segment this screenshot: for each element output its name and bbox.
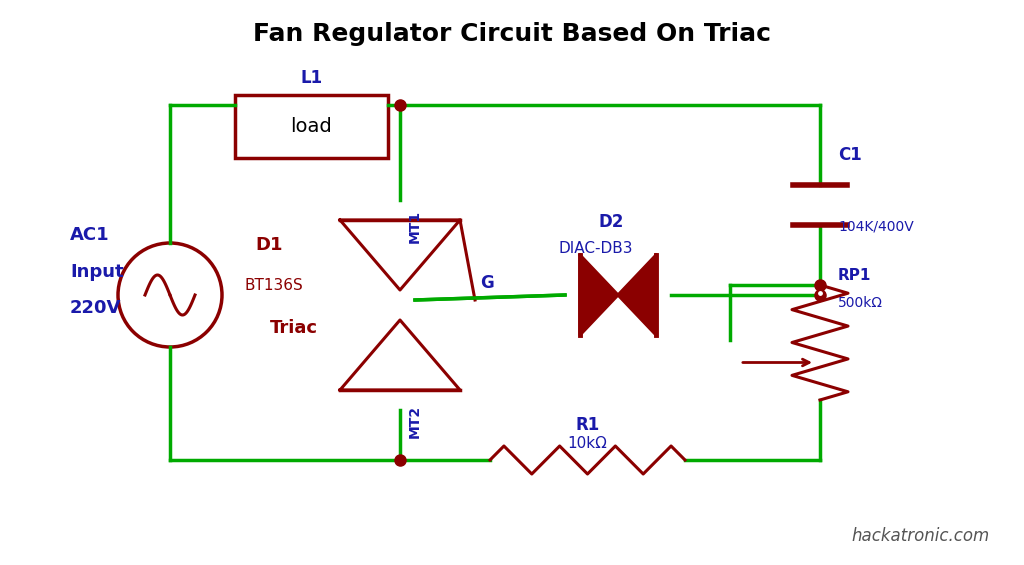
Polygon shape	[580, 255, 618, 335]
Text: BT136S: BT136S	[245, 278, 304, 293]
Text: R1: R1	[575, 416, 600, 434]
Text: D1: D1	[255, 236, 283, 254]
Text: MT2: MT2	[408, 405, 422, 438]
Text: MT1: MT1	[408, 210, 422, 243]
Text: Triac: Triac	[270, 319, 318, 337]
Text: AC1: AC1	[70, 226, 110, 244]
Text: hackatronic.com: hackatronic.com	[852, 527, 990, 545]
Polygon shape	[618, 255, 656, 335]
Text: 500kΩ: 500kΩ	[838, 296, 883, 310]
Text: Input: Input	[70, 263, 124, 281]
Text: D2: D2	[598, 213, 624, 231]
Text: C1: C1	[838, 146, 862, 164]
Text: 104K/400V: 104K/400V	[838, 219, 913, 233]
Text: DIAC-DB3: DIAC-DB3	[558, 241, 633, 256]
Text: Fan Regulator Circuit Based On Triac: Fan Regulator Circuit Based On Triac	[253, 22, 771, 46]
Text: 10kΩ: 10kΩ	[567, 436, 607, 451]
Text: 220V: 220V	[70, 299, 122, 317]
Text: load: load	[291, 117, 333, 136]
Text: G: G	[480, 274, 494, 292]
Text: L1: L1	[300, 69, 323, 87]
FancyBboxPatch shape	[234, 95, 388, 158]
Text: RP1: RP1	[838, 268, 871, 283]
